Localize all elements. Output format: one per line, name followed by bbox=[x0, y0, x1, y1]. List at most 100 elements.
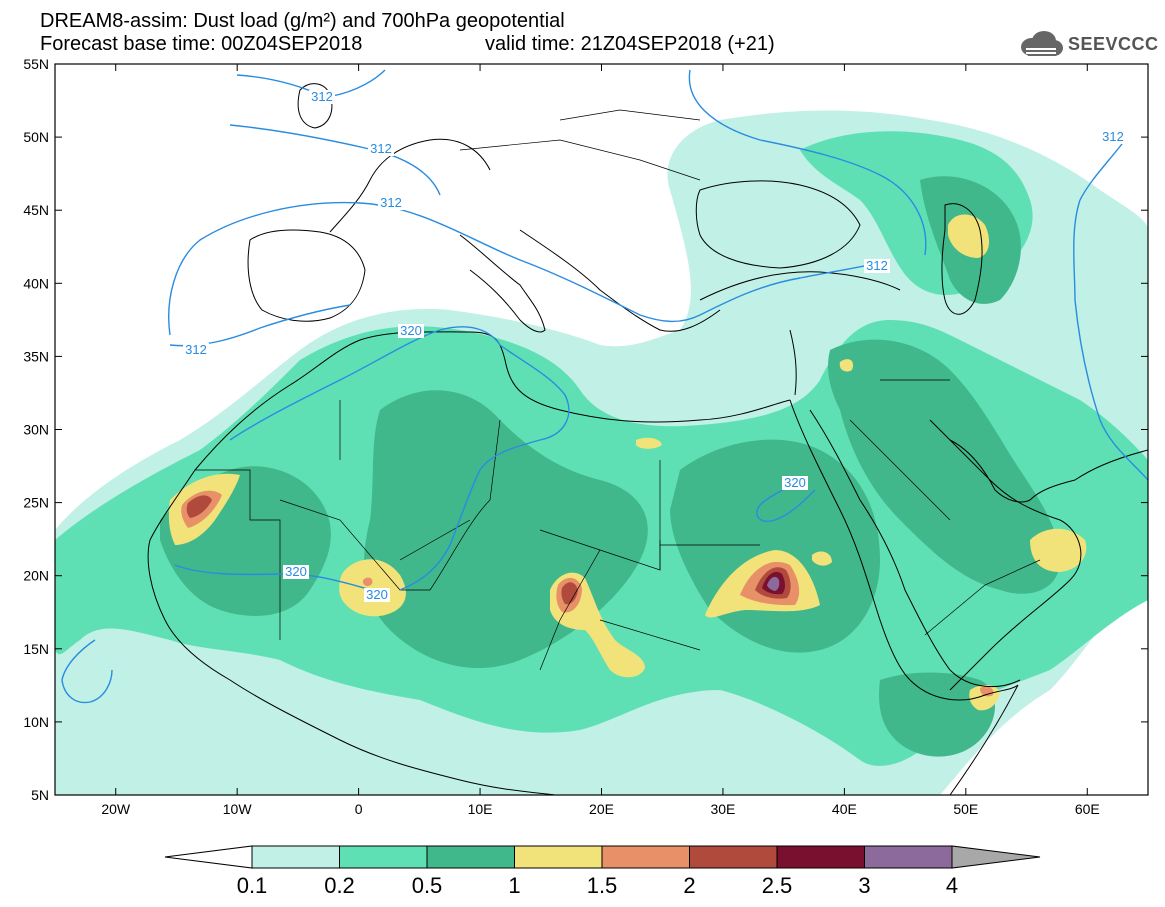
svg-text:312: 312 bbox=[1102, 129, 1124, 144]
coast-red-sea-west bbox=[789, 399, 911, 681]
svg-text:312: 312 bbox=[866, 258, 888, 273]
colorbar-over-triangle bbox=[951, 845, 1041, 869]
lon-tick-label: 0 bbox=[355, 801, 363, 817]
colorbar-label: 0.5 bbox=[411, 873, 443, 898]
svg-text:320: 320 bbox=[784, 475, 806, 490]
lat-tick-label: 40N bbox=[23, 275, 49, 291]
lon-tick-label: 40E bbox=[832, 801, 857, 817]
contour-label: 312 bbox=[309, 89, 335, 104]
colorbar-swatch bbox=[864, 845, 953, 869]
lon-tick-label: 10W bbox=[223, 801, 253, 817]
coast-europe-iberia bbox=[247, 229, 366, 322]
contour-label: 320 bbox=[398, 323, 424, 338]
coast-italy bbox=[459, 234, 546, 333]
dust-region-3 bbox=[767, 576, 780, 591]
coast-europe-france bbox=[329, 138, 491, 233]
lat-tick-label: 55N bbox=[23, 56, 49, 72]
colorbar-swatch bbox=[339, 845, 428, 869]
dust-region-0.2 bbox=[55, 131, 1148, 766]
coast-black-sea bbox=[695, 180, 861, 269]
contour-label: 320 bbox=[364, 587, 390, 602]
svg-text:312: 312 bbox=[380, 195, 402, 210]
lat-tick-label: 50N bbox=[23, 129, 49, 145]
lat-tick-label: 30N bbox=[23, 422, 49, 438]
coast-horn bbox=[909, 679, 1019, 795]
contour-320-red-sea bbox=[756, 479, 816, 522]
colorbar-swatch bbox=[776, 845, 865, 869]
contour-labels: 312 312 312 312 312 312 320 320 320 320 bbox=[183, 89, 1126, 602]
contour-312-f bbox=[1073, 199, 1148, 481]
lon-tick-label: 20W bbox=[101, 801, 131, 817]
svg-text:312: 312 bbox=[311, 89, 333, 104]
geopotential-contours bbox=[61, 69, 1148, 704]
coast-africa-west bbox=[147, 539, 556, 795]
lat-tick-label: 5N bbox=[31, 787, 49, 803]
lon-tick-label: 20E bbox=[589, 801, 614, 817]
forecast-base-time: Forecast base time: 00Z04SEP2018 bbox=[40, 33, 363, 55]
contour-320-main bbox=[229, 326, 570, 591]
colorbar-swatch bbox=[514, 845, 603, 869]
axis-ticks: 55N 50N 45N 40N 35N 30N 25N 20N 15N 10N 5N 20W 10W 0 1… bbox=[23, 56, 1148, 817]
lat-tick-label: 45N bbox=[23, 202, 49, 218]
colorbar-swatch bbox=[426, 845, 515, 869]
colorbar-label: 1.5 bbox=[586, 873, 618, 898]
logo-text: SEEVCCC bbox=[1068, 33, 1159, 54]
svg-text:312: 312 bbox=[185, 342, 207, 357]
dust-field bbox=[55, 110, 1148, 795]
contour-label: 320 bbox=[283, 564, 309, 579]
contour-label: 312 bbox=[378, 195, 404, 210]
colorbar-swatch bbox=[601, 845, 690, 869]
colorbar-label: 0.1 bbox=[236, 873, 268, 898]
contour-320-b bbox=[174, 564, 381, 593]
contour-label: 312 bbox=[368, 141, 394, 156]
contour-312-e bbox=[688, 69, 927, 256]
colorbar-under-triangle bbox=[164, 845, 253, 869]
colorbar-swatch bbox=[689, 845, 778, 869]
lon-tick-label: 10E bbox=[468, 801, 493, 817]
colorbar-label: 3 bbox=[858, 873, 871, 898]
colorbar-label: 4 bbox=[945, 873, 959, 898]
colorbar-label: 0.2 bbox=[324, 873, 355, 898]
contour-312-c bbox=[168, 201, 891, 336]
colorbar bbox=[164, 845, 1041, 869]
dust-region-1 bbox=[168, 214, 1087, 711]
colorbar-label: 1 bbox=[508, 873, 521, 898]
svg-text:320: 320 bbox=[400, 323, 422, 338]
lat-tick-label: 15N bbox=[23, 641, 49, 657]
svg-text:312: 312 bbox=[370, 141, 392, 156]
coast-uk bbox=[297, 83, 333, 129]
lat-tick-label: 20N bbox=[23, 568, 49, 584]
coast-levant bbox=[789, 329, 797, 396]
seevccc-logo: SEEVCCC bbox=[1018, 30, 1159, 58]
coast-turkey bbox=[699, 271, 901, 301]
coast-red-sea-east bbox=[809, 409, 1021, 688]
contour-312-west bbox=[61, 639, 113, 704]
coast-caspian bbox=[941, 203, 983, 315]
contour-label: 312 bbox=[1100, 129, 1126, 144]
colorbar-label: 2.5 bbox=[761, 873, 793, 898]
lon-tick-label: 60E bbox=[1075, 801, 1100, 817]
coast-africa-north bbox=[149, 331, 791, 541]
contour-312-ne bbox=[1079, 139, 1126, 201]
map-title: DREAM8-assim: Dust load (g/m²) and 700hP… bbox=[40, 10, 565, 32]
coast-gulf bbox=[949, 439, 1148, 503]
contour-label: 312 bbox=[183, 342, 209, 357]
lat-tick-label: 10N bbox=[23, 714, 49, 730]
lon-tick-label: 50E bbox=[953, 801, 978, 817]
contour-label: 312 bbox=[864, 258, 890, 273]
country-borders bbox=[195, 109, 1041, 671]
valid-time: valid time: 21Z04SEP2018 (+21) bbox=[485, 33, 775, 55]
contour-label: 320 bbox=[782, 475, 808, 490]
coastlines bbox=[147, 83, 1148, 795]
coast-arabia-east bbox=[929, 419, 1082, 691]
svg-text:320: 320 bbox=[366, 587, 388, 602]
colorbar-label: 2 bbox=[683, 873, 696, 898]
lat-tick-label: 35N bbox=[23, 348, 49, 364]
colorbar-swatch bbox=[251, 845, 340, 869]
svg-text:320: 320 bbox=[285, 564, 307, 579]
contour-312-b bbox=[229, 124, 441, 196]
lon-tick-label: 30E bbox=[710, 801, 735, 817]
lat-tick-label: 25N bbox=[23, 495, 49, 511]
cloud-icon bbox=[1021, 31, 1063, 56]
